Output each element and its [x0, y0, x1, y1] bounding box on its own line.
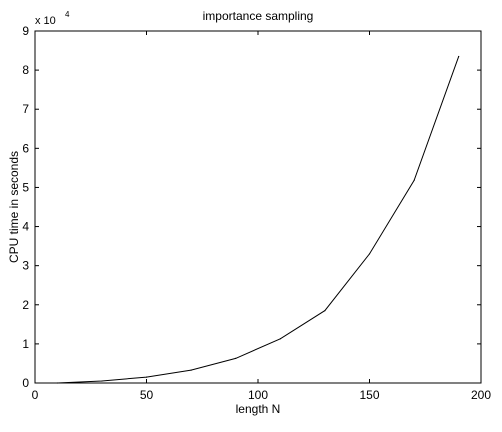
series-layer — [56, 55, 460, 384]
data-point — [413, 179, 415, 182]
y-exponent-power: 4 — [65, 10, 70, 19]
data-point — [279, 338, 281, 340]
data-point — [458, 55, 460, 58]
y-axis-ticks: 0 1 2 3 4 5 6 7 8 9 — [22, 24, 481, 390]
data-point — [235, 357, 237, 359]
data-point — [324, 310, 326, 312]
x-tick-label: 200 — [471, 388, 491, 402]
y-axis-label: CPU time in seconds — [7, 151, 21, 263]
y-exponent-base: x 10 — [35, 15, 56, 27]
y-tick-label: 3 — [22, 259, 29, 273]
x-axis-ticks: 0 50 100 150 200 — [32, 31, 491, 402]
y-tick-label: 2 — [22, 298, 29, 312]
data-point — [145, 376, 148, 378]
data-point — [190, 369, 192, 371]
data-point — [101, 380, 103, 382]
plot-area — [34, 30, 482, 384]
y-tick-label: 5 — [22, 180, 29, 194]
y-tick-label: 7 — [22, 102, 29, 116]
x-axis-label: length N — [236, 402, 281, 416]
y-tick-label: 8 — [22, 63, 29, 77]
x-tick-label: 50 — [140, 388, 154, 402]
x-tick-label: 0 — [32, 388, 39, 402]
series-line — [57, 56, 460, 384]
x-tick-label: 100 — [248, 388, 268, 402]
y-tick-label: 0 — [22, 376, 29, 390]
x-tick-label: 150 — [359, 388, 379, 402]
y-exponent-label: x 10 4 — [35, 10, 70, 27]
y-tick-label: 4 — [22, 220, 29, 234]
y-tick-label: 6 — [22, 141, 29, 155]
y-tick-label: 9 — [22, 24, 29, 38]
data-point — [56, 382, 58, 384]
data-point — [368, 253, 371, 255]
chart-title: importance sampling — [203, 9, 314, 23]
y-tick-label: 1 — [22, 337, 29, 351]
